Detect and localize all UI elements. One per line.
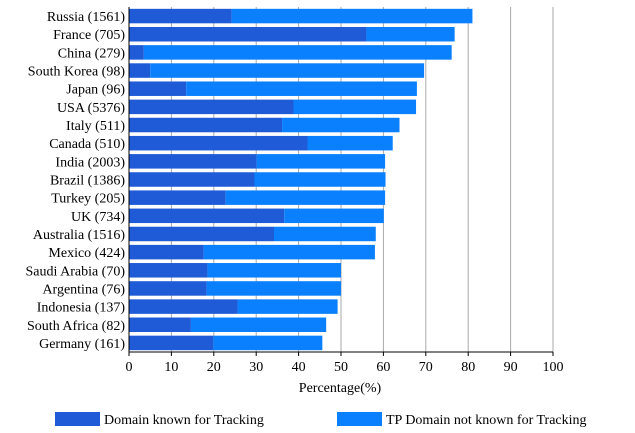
bar-not-known-tracking xyxy=(143,45,452,60)
bar-tracking-known xyxy=(129,335,214,351)
y-tick-label: India (2003) xyxy=(55,155,125,170)
bar-tracking-known xyxy=(129,63,151,78)
y-tick-label: Germany (161) xyxy=(39,337,125,352)
bar-not-known-tracking xyxy=(213,335,323,351)
bar-tracking-known xyxy=(129,281,207,296)
bar-not-known-tracking xyxy=(203,244,375,260)
bar-tracking-known xyxy=(129,135,308,151)
legend-swatch xyxy=(337,412,382,426)
y-tick-label: France (705) xyxy=(53,28,125,43)
y-tick-label: Turkey (205) xyxy=(51,192,125,207)
y-tick-label: UK (734) xyxy=(71,210,125,225)
bar-not-known-tracking xyxy=(274,226,376,242)
y-tick-label: Brazil (1386) xyxy=(50,174,125,189)
y-tick-label: Russia (1561) xyxy=(47,10,126,25)
y-tick-label: USA (5376) xyxy=(57,101,125,116)
y-tick-label: Indonesia (137) xyxy=(37,301,126,316)
bar-not-known-tracking xyxy=(190,317,327,333)
x-tick-label: 100 xyxy=(543,360,564,375)
legend-label: TP Domain not known for Tracking xyxy=(386,413,587,428)
bar-not-known-tracking xyxy=(366,26,455,42)
y-tick-label: Japan (96) xyxy=(66,83,125,98)
y-tick-label: South Korea (98) xyxy=(28,65,126,80)
x-tick-label: 80 xyxy=(461,360,475,375)
bar-tracking-known xyxy=(129,172,255,187)
bar-tracking-known xyxy=(129,190,226,205)
bar-tracking-known xyxy=(129,154,257,169)
bar-not-known-tracking xyxy=(186,81,417,96)
bar-not-known-tracking xyxy=(254,172,386,187)
bar-tracking-known xyxy=(129,299,238,314)
bar-not-known-tracking xyxy=(284,208,384,224)
bar-tracking-known xyxy=(129,317,191,333)
x-tick-label: 70 xyxy=(419,360,433,375)
y-tick-labels: Russia (1561) France (705) China (279) Sout… xyxy=(25,10,125,352)
x-tick-label: 30 xyxy=(249,360,263,375)
bar-not-known-tracking xyxy=(282,117,400,133)
bar-tracking-known xyxy=(129,26,367,42)
bar-not-known-tracking xyxy=(207,263,341,278)
x-tick-label: 10 xyxy=(164,360,178,375)
bar-tracking-known xyxy=(129,208,285,224)
bar-tracking-known xyxy=(129,244,204,260)
bar-not-known-tracking xyxy=(150,63,425,78)
y-tick-label: Australia (1516) xyxy=(33,228,125,243)
x-tick-labels: 0 10 20 30 40 50 60 70 80 90 100 xyxy=(126,360,564,375)
bar-not-known-tracking xyxy=(237,299,338,314)
bar-tracking-known xyxy=(129,263,208,278)
y-tick-label: China (279) xyxy=(58,46,126,61)
y-tick-label: Canada (510) xyxy=(49,137,125,152)
bar-tracking-known xyxy=(129,99,294,115)
bar-tracking-known xyxy=(129,81,187,96)
y-tick-label: Argentina (76) xyxy=(42,282,125,297)
y-tick-label: Italy (511) xyxy=(66,119,125,134)
legend: Domain known for Tracking TP Domain not k… xyxy=(55,412,587,428)
x-tick-label: 0 xyxy=(126,360,133,375)
x-tick-label: 60 xyxy=(376,360,390,375)
bar-tracking-known xyxy=(129,8,232,24)
legend-label: Domain known for Tracking xyxy=(104,413,264,428)
bar-tracking-known xyxy=(129,45,144,60)
x-axis-label: Percentage(%) xyxy=(299,381,382,396)
bar-not-known-tracking xyxy=(231,8,473,24)
bar-tracking-known xyxy=(129,226,275,242)
x-tick-label: 90 xyxy=(504,360,518,375)
bars xyxy=(129,8,473,351)
x-tick-label: 50 xyxy=(334,360,348,375)
bar-tracking-known xyxy=(129,117,283,133)
y-tick-label: Saudi Arabia (70) xyxy=(25,264,125,279)
y-tick-label: South Africa (82) xyxy=(27,319,125,334)
bar-not-known-tracking xyxy=(256,154,386,169)
bar-not-known-tracking xyxy=(307,135,393,151)
axes xyxy=(128,7,554,356)
bar-not-known-tracking xyxy=(225,190,386,205)
bar-not-known-tracking xyxy=(206,281,341,296)
x-tick-label: 20 xyxy=(207,360,221,375)
x-tick-label: 40 xyxy=(292,360,306,375)
bar-not-known-tracking xyxy=(293,99,417,115)
legend-swatch xyxy=(55,412,100,426)
y-tick-label: Mexico (424) xyxy=(48,246,125,261)
